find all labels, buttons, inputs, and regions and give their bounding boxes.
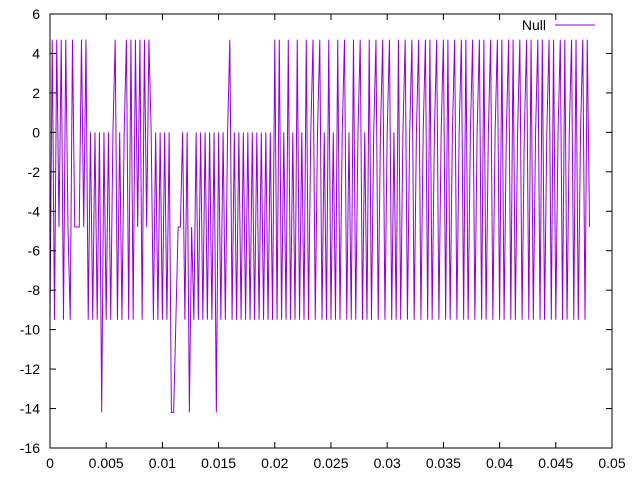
legend: Null: [522, 17, 595, 33]
x-tick-label: 0.015: [201, 455, 236, 471]
legend-label-null: Null: [522, 17, 546, 33]
x-tick-label: 0.045: [538, 455, 573, 471]
x-tick-label: 0.025: [313, 455, 348, 471]
series-layer: [49, 39, 591, 413]
series-line-null: [49, 39, 591, 413]
x-tick-label: 0.035: [426, 455, 461, 471]
x-tick-label: 0.02: [261, 455, 288, 471]
y-tick-label: -16: [20, 440, 40, 456]
y-tick-label: -6: [28, 243, 41, 259]
y-tick-label: -8: [28, 282, 41, 298]
y-tick-label: -4: [28, 203, 41, 219]
y-tick-label: -10: [20, 322, 40, 338]
x-tick-label: 0.05: [598, 455, 625, 471]
y-tick-label: -14: [20, 401, 40, 417]
x-tick-label: 0.005: [89, 455, 124, 471]
y-tick-label: 2: [32, 85, 40, 101]
x-axis: 0 0.005 0.01 0.015 0.02 0.025 0.03 0.035 0.04 0.0…: [46, 14, 626, 471]
y-tick-label: -2: [28, 164, 41, 180]
x-tick-label: 0.04: [486, 455, 513, 471]
y-tick-label: -12: [20, 361, 40, 377]
x-tick-label: 0: [46, 455, 54, 471]
y-tick-label: 6: [32, 6, 40, 22]
y-tick-label: 4: [32, 45, 40, 61]
x-tick-label: 0.01: [149, 455, 176, 471]
x-tick-label: 0.03: [374, 455, 401, 471]
y-axis: 6 4 2 0 -2 -4 -6 -8 -10 -12 -14 -16: [20, 6, 612, 456]
y-tick-label: 0: [32, 124, 40, 140]
